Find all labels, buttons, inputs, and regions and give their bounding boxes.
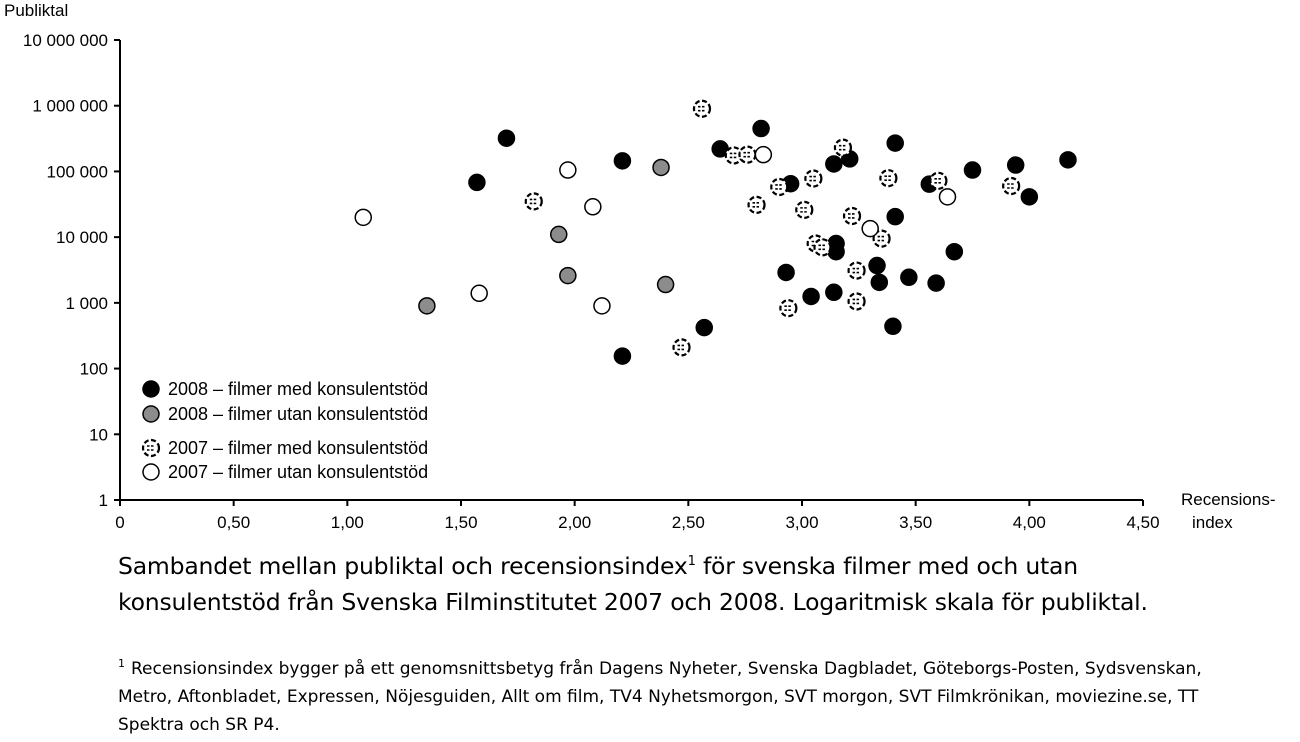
data-point <box>929 171 948 190</box>
data-point <box>868 256 886 275</box>
data-point <box>842 206 862 226</box>
data-point <box>418 297 436 315</box>
legend-marker <box>142 405 160 423</box>
data-point <box>468 173 486 192</box>
data-point <box>847 292 866 311</box>
x-axis-title-line-2: index <box>1192 513 1233 532</box>
data-point <box>1020 188 1039 206</box>
data-point <box>886 207 904 226</box>
data-point <box>550 225 568 244</box>
data-point <box>559 161 577 179</box>
y-tick-label: 10 000 <box>56 228 108 247</box>
legend-marker <box>142 463 160 481</box>
data-point <box>613 152 632 170</box>
data-point <box>872 229 891 248</box>
legend-label: 2007 – filmer utan konsulentstöd <box>168 462 428 482</box>
data-point <box>802 287 820 306</box>
data-point <box>825 155 843 173</box>
x-tick-label: 4,50 <box>1126 513 1159 532</box>
y-axis: 1 10 100 1 000 10 000 100 000 1 000 000 10 000 … <box>23 31 121 510</box>
scatter-chart: Publiktal 1 10 100 1 000 10 000 100 000 1 000 … <box>4 1 1276 532</box>
y-tick-label: 1 000 000 <box>32 97 108 116</box>
data-point <box>613 347 632 365</box>
data-point <box>813 238 832 257</box>
data-point <box>695 318 713 337</box>
data-point <box>524 192 543 211</box>
x-tick-label: 3,50 <box>899 513 932 532</box>
data-point <box>770 177 789 197</box>
data-points <box>354 99 1077 365</box>
data-point <box>724 146 743 165</box>
data-point <box>584 198 602 216</box>
x-axis-title-line-1: Recensions- <box>1181 490 1276 509</box>
data-point <box>738 145 757 164</box>
legend-marker <box>142 380 160 398</box>
data-point <box>900 268 918 287</box>
x-tick-label: 0 <box>115 513 124 532</box>
data-point <box>938 188 957 206</box>
data-point <box>497 129 516 147</box>
data-point <box>804 169 823 188</box>
y-tick-label: 100 000 <box>47 162 108 181</box>
y-tick-label: 10 <box>89 425 108 444</box>
x-tick-label: 1,50 <box>444 513 477 532</box>
data-point <box>754 145 773 164</box>
data-point <box>886 134 904 152</box>
data-point <box>1002 176 1021 196</box>
footnote: 1 Recensionsindex bygger på ett genomsnit… <box>118 655 1208 739</box>
y-tick-label: 10 000 000 <box>23 31 108 50</box>
figure-caption: Sambandet mellan publiktal och recension… <box>118 548 1198 620</box>
footnote-text: Recensionsindex bygger på ett genomsnitt… <box>118 659 1202 735</box>
data-point <box>672 338 691 357</box>
footnote-mark: 1 <box>118 657 125 671</box>
caption-text-rest: för svenska filmer med och utan konsulen… <box>118 552 1148 616</box>
data-point <box>884 317 902 336</box>
data-point <box>470 284 488 303</box>
x-tick-label: 4,00 <box>1013 513 1046 532</box>
x-tick-label: 0,50 <box>217 513 250 532</box>
caption-text-main: Sambandet mellan publiktal och recension… <box>118 552 688 580</box>
legend-label: 2008 – filmer utan konsulentstöd <box>168 404 428 424</box>
legend-label: 2007 – filmer med konsulentstöd <box>168 438 428 458</box>
data-point <box>692 99 712 118</box>
data-point <box>861 219 879 238</box>
data-point <box>879 169 898 188</box>
x-tick-label: 3,00 <box>785 513 818 532</box>
data-point <box>927 274 945 292</box>
data-point <box>795 200 814 219</box>
data-point <box>1059 151 1077 169</box>
x-tick-label: 1,00 <box>331 513 364 532</box>
caption-footnote-mark: 1 <box>687 554 696 570</box>
x-axis: 0 0,50 1,00 1,50 2,00 2,50 3,00 3,50 4,00 4,50 <box>115 499 1160 532</box>
data-point <box>779 299 798 318</box>
y-axis-title: Publiktal <box>4 1 68 20</box>
data-point <box>847 261 866 280</box>
data-point <box>945 242 964 261</box>
data-point <box>593 297 611 315</box>
data-point <box>656 275 675 294</box>
data-point <box>559 266 577 285</box>
y-tick-label: 100 <box>80 360 108 379</box>
data-point <box>752 119 770 138</box>
data-point <box>777 263 795 282</box>
x-tick-label: 2,00 <box>558 513 591 532</box>
y-tick-label: 1 <box>99 491 108 510</box>
data-point <box>833 138 853 157</box>
x-tick-label: 2,50 <box>672 513 705 532</box>
data-point <box>870 273 889 292</box>
legend-label: 2008 – filmer med konsulentstöd <box>168 379 428 399</box>
data-point <box>747 195 766 214</box>
data-point <box>652 158 670 177</box>
data-point <box>963 161 982 179</box>
data-point <box>1006 156 1025 174</box>
data-point <box>825 283 843 302</box>
legend: 2008 – filmer med konsulentstöd 2008 – fi… <box>141 379 428 482</box>
data-point <box>354 208 372 227</box>
legend-marker <box>141 438 161 458</box>
y-tick-label: 1 000 <box>65 294 108 313</box>
